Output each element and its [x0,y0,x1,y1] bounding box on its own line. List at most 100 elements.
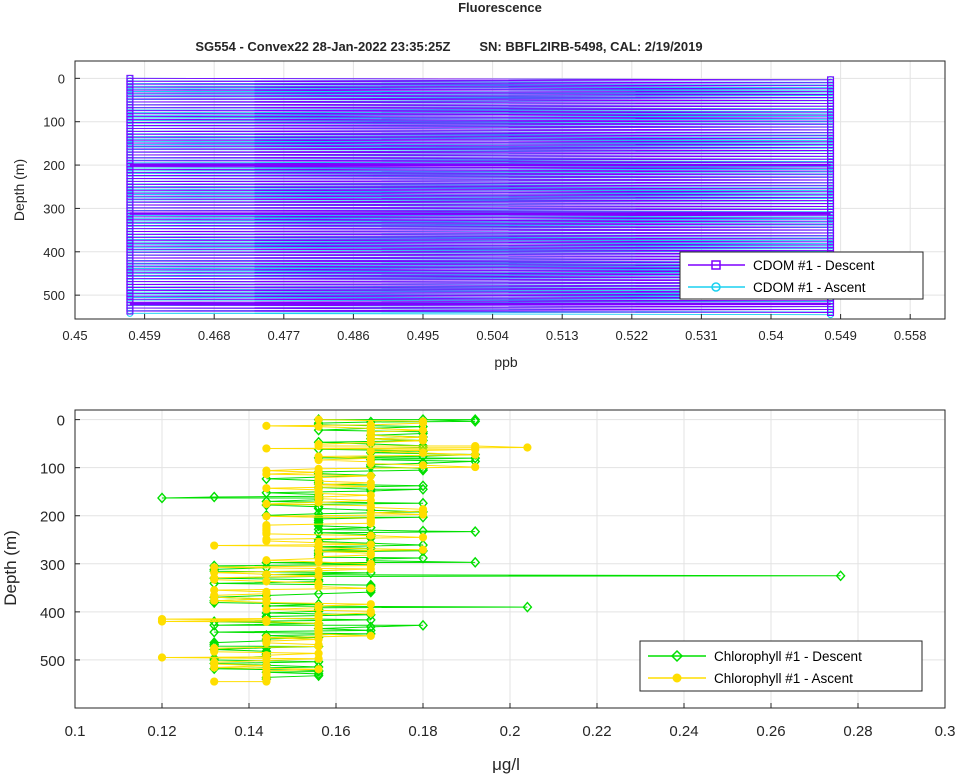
top-y-tick-label: 200 [43,158,65,173]
legend-chl-ascent-label: Chlorophyll #1 - Ascent [714,671,853,686]
chl-descent-point [313,670,324,682]
chl-descent-point [835,570,846,582]
top-x-tick-label: 0.531 [685,328,718,343]
bottom-y-tick-label: 400 [40,605,65,622]
top-x-axis-label: ppb [494,354,518,370]
top-y-tick-label: 0 [58,71,65,86]
chl-ascent-point [366,564,375,574]
top-legend: CDOM #1 - Descent CDOM #1 - Ascent [679,251,924,300]
bottom-x-tick-label: 0.12 [147,723,176,740]
chl-ascent-point [210,677,219,686]
chl-ascent-point [314,603,323,612]
chl-ascent-point [366,608,375,618]
chl-ascent-point [418,419,428,428]
top-x-tick-label: 0.459 [128,328,161,343]
top-y-tick-label: 500 [43,288,65,303]
top-chart-title: SG554 - Convex22 28-Jan-2022 23:35:25Z S… [195,39,702,54]
chl-ascent-point [262,421,271,430]
chl-ascent-point [262,677,271,686]
chl-ascent-point [210,647,219,656]
chl-ascent-point [471,450,480,459]
chl-descent-point [418,483,428,495]
cdom-descent-point [126,307,134,315]
chl-descent-point [365,614,376,626]
chl-ascent-point [314,557,323,567]
chl-ascent-point [418,426,428,435]
bottom-x-tick-label: 0.18 [408,723,437,740]
chl-ascent-point [314,571,323,581]
chl-ascent-point [366,631,375,640]
chl-ascent-point [314,665,323,674]
chl-descent-point [470,415,481,427]
chl-ascent-point [366,550,375,560]
bottom-y-tick-label: 200 [40,509,65,526]
bottom-y-tick-label: 0 [57,413,65,430]
chl-ascent-point [471,462,480,472]
chl-ascent-point [366,482,375,491]
top-x-tick-label: 0.468 [198,328,231,343]
chl-ascent-point [418,510,428,519]
chl-ascent-point [262,577,271,586]
chl-ascent-point [314,441,323,451]
chl-ascent-point [262,570,271,579]
chl-descent-point [157,492,167,504]
chl-ascent-point [262,605,271,614]
legend-cdom-descent-label: CDOM #1 - Descent [753,258,875,273]
chl-descent-point [470,526,481,538]
top-x-tick-label: 0.495 [407,328,440,343]
chl-descent-point [313,668,324,680]
bottom-x-tick-label: 0.2 [500,723,521,740]
chl-ascent-point [157,653,167,662]
chl-ascent-point [262,536,271,546]
chl-descent-point [313,588,324,600]
chl-ascent-point [262,470,271,479]
bottom-y-tick-label: 100 [40,461,65,478]
bottom-x-ticks: 0.1 0.12 0.14 0.16 0.18 0.2 0.22 0.24 0.26 0.28 0.… [65,703,955,740]
chl-ascent-point [262,499,271,509]
chl-ascent-point [418,533,428,542]
chl-ascent-point [366,584,375,593]
chl-ascent-point [262,598,271,607]
chl-ascent-point [314,498,323,507]
bottom-data [157,414,846,686]
top-x-tick-label: 0.477 [268,328,301,343]
bottom-x-tick-label: 0.24 [669,723,698,740]
bottom-x-tick-label: 0.28 [843,723,872,740]
chl-descent-point [365,621,376,633]
bottom-chart: 0.1 0.12 0.14 0.16 0.18 0.2 0.22 0.24 0.26 0.28 0.… [1,409,955,774]
chl-ascent-point [157,617,167,626]
chl-ascent-point [210,575,219,584]
bottom-y-tick-label: 300 [40,557,65,574]
chl-ascent-point [210,541,219,550]
top-x-tick-label: 0.45 [62,328,87,343]
chl-descent-point [418,619,428,631]
chl-descent-point [209,626,220,638]
chl-ascent-point [262,484,271,493]
chl-descent-point [418,552,428,564]
chl-ascent-point [314,582,323,591]
top-y-tick-label: 400 [43,245,65,260]
chl-descent-point [418,464,428,476]
bottom-x-tick-label: 0.26 [756,723,785,740]
chl-ascent-point [210,596,219,605]
chl-descent-point [209,619,220,631]
legend-cdom-descent-marker [711,260,721,270]
top-y-ticks: 0 100 200 300 400 500 [43,71,80,303]
chl-ascent-point [314,642,323,651]
cdom-descent-line [129,77,831,313]
top-x-tick-label: 0.522 [616,328,649,343]
chl-ascent-point [366,540,375,549]
bottom-x-tick-label: 0.1 [65,723,86,740]
top-axes-box [74,60,946,320]
chl-ascent-point [523,443,532,452]
top-x-tick-label: 0.558 [894,328,927,343]
chl-ascent-point [366,531,375,540]
chl-descent-point [209,616,220,628]
bottom-legend-box [639,640,923,692]
top-x-tick-label: 0.513 [546,328,579,343]
bottom-y-axis-label: Depth (m) [1,530,20,606]
bottom-y-ticks: 0 100 200 300 400 500 [40,413,80,670]
chl-ascent-point [366,447,375,456]
chl-descent-point [418,480,428,492]
chl-ascent-point [366,471,375,480]
